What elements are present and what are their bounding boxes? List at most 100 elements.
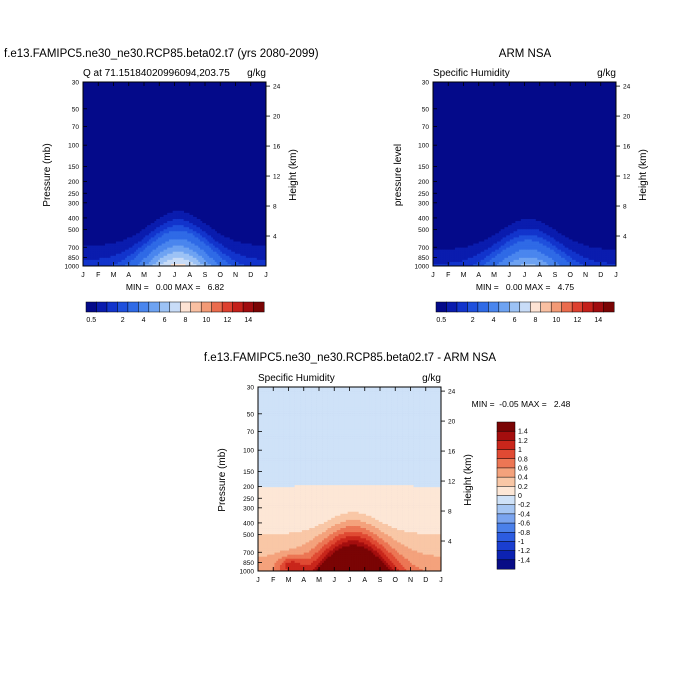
heatmap-cell [154,223,157,226]
heatmap-cell [112,253,115,257]
heatmap-cell [259,411,263,414]
heatmap-cell [218,249,221,253]
heatmap-cell [152,249,155,253]
heatmap-cell [513,259,516,263]
heatmap-cell [165,259,168,263]
heatmap-cell [152,261,155,265]
heatmap-cell [546,247,549,250]
heatmap-cell [497,251,500,255]
heatmap-cell [192,251,195,255]
heatmap-cell [200,229,203,232]
heatmap-cell [185,221,188,224]
heatmap-cell [562,261,566,265]
heatmap-cell [557,243,560,246]
heatmap-cell [529,218,533,222]
heatmap-cell [170,235,174,238]
heatmap-cell [256,251,260,255]
heatmap-cell [196,257,199,261]
x-tick-label: M [141,272,147,279]
heatmap-cell [579,259,582,263]
heatmap-cell [222,255,225,259]
heatmap-cell [528,225,531,228]
heatmap-cell [176,235,179,238]
heatmap-cell [506,245,509,248]
heatmap-cell [495,233,498,236]
heatmap-cell [130,249,133,253]
heatmap-cell [167,233,170,236]
heatmap-cell [156,261,159,265]
heatmap-cell [183,233,186,236]
heatmap-cell [249,253,252,257]
heatmap-cell [192,218,195,222]
heatmap-cell [603,259,606,263]
heatmap-cell [511,255,514,259]
heatmap-cell [244,253,247,257]
heatmap-cell [559,239,562,242]
heatmap-cell [158,259,161,263]
panel-diff-right-subtitle: g/kg [422,373,441,384]
heatmap-cell [141,231,144,234]
heatmap-cell [174,257,177,261]
heatmap-cell [504,237,507,240]
heatmap-cell [169,259,172,263]
heatmap-cell [192,249,195,253]
heatmap-cell [522,233,525,236]
heatmap-cell [559,249,562,253]
heatmap-cell [500,255,503,259]
heatmap-cell [562,257,566,261]
heatmap-cell [464,247,467,250]
heatmap-cell [148,233,152,236]
heatmap-cell [95,249,98,253]
heatmap-cell [258,409,261,412]
heatmap-cell [575,241,578,244]
heatmap-cell [540,259,544,263]
heatmap-cell [154,243,157,246]
heatmap-cell [203,241,206,244]
heatmap-cell [588,253,591,257]
heatmap-cell [258,389,261,392]
x-tick-label: J [508,272,512,279]
heatmap-cell [159,247,163,250]
heatmap-cell [546,261,549,265]
heatmap-cell [233,255,236,259]
heatmap-cell [154,227,157,230]
heatmap-cell [443,253,447,257]
heatmap-cell [542,239,545,242]
heatmap-cell [258,505,261,508]
heatmap-cell [227,245,230,248]
colorbar-swatch [96,301,108,313]
heatmap-cell [522,223,525,226]
heatmap-cell [115,257,119,261]
heatmap-cell [445,261,448,265]
heatmap-cell [482,253,485,257]
heatmap-cell [486,251,489,255]
heatmap-cell [258,434,261,437]
heatmap-cell [251,253,254,257]
heatmap-cell [159,261,163,265]
heatmap-cell [462,247,465,250]
heatmap-cell [227,251,230,255]
heatmap-cell [606,259,610,263]
heatmap-cell [451,251,454,255]
heatmap-cell [141,253,144,257]
heatmap-cell [529,223,533,226]
heatmap-cell [136,257,139,261]
heatmap-cell [172,241,175,244]
heatmap-cell [181,227,184,230]
heatmap-cell [548,251,551,255]
heatmap-cell [84,263,88,267]
heatmap-cell [185,261,188,265]
heatmap-cell [542,263,545,267]
heatmap-cell [209,247,212,250]
heatmap-cell [238,261,241,265]
heatmap-cell [570,241,573,244]
heatmap-cell [568,247,571,250]
x-tick-label: A [537,272,542,279]
heatmap-cell [196,259,199,263]
heatmap-cell [90,251,93,255]
heatmap-cell [509,251,513,255]
heatmap-cell [220,247,223,250]
heatmap-cell [187,253,190,257]
heatmap-cell [592,247,595,250]
heatmap-cell [200,227,203,230]
